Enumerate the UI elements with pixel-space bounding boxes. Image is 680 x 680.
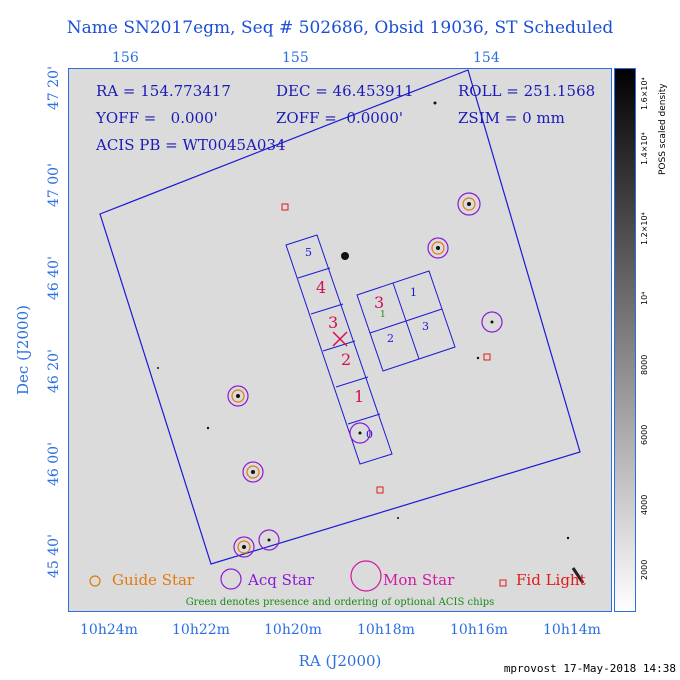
footer-credit: mprovost 17-May-2018 14:38 <box>503 662 676 675</box>
colorbar-frame <box>614 68 636 612</box>
legend-mon-label: Mon Star <box>383 571 455 589</box>
top-tick-154: 154 <box>473 50 500 66</box>
bottom-tick-10h24m: 10h24m <box>80 622 138 638</box>
x-axis-title: RA (J2000) <box>298 652 382 670</box>
top-tick-155: 155 <box>282 50 309 66</box>
colorbar-title: POSS scaled density <box>658 83 668 175</box>
aimpoint-marker <box>332 331 348 347</box>
fov-outline <box>99 69 581 565</box>
legend-acq-label: Acq Star <box>247 571 315 589</box>
optional-chip-order: 1 <box>380 310 386 320</box>
acis-i-array <box>356 270 456 372</box>
sky-image-panel: 3 1 2 3 1 5 4 3 2 1 0 <box>68 68 612 612</box>
legend-guide-icon <box>89 575 101 587</box>
i-chip-label-2: 2 <box>387 332 394 345</box>
optional-chips-note: Green denotes presence and ordering of o… <box>185 597 495 608</box>
top-tick-156: 156 <box>112 50 139 66</box>
legend-mon-icon <box>350 560 382 592</box>
legend-fid-icon <box>499 579 507 587</box>
plot-title: Name SN2017egm, Seq # 502686, Obsid 1903… <box>66 18 614 38</box>
s-chip-label-4: 4 <box>316 278 326 297</box>
colorbar-tick-16000: 1.6×10⁴ <box>640 77 649 110</box>
acis-s-array <box>285 234 393 465</box>
colorbar-tick-2000: 2000 <box>640 559 649 580</box>
bottom-tick-10h14m: 10h14m <box>543 622 601 638</box>
s-chip-label-2: 2 <box>341 350 351 369</box>
panel-frame <box>68 68 612 612</box>
colorbar-tick-8000: 8000 <box>640 354 649 375</box>
legend-fid-label: Fid Light <box>516 571 586 589</box>
i-chip-label-1: 1 <box>410 286 417 299</box>
colorbar-tick-12000: 1.2×10⁴ <box>640 212 649 245</box>
guide-star-cores <box>236 202 494 549</box>
left-tick-4540: 45 40' <box>46 534 62 578</box>
info-roll: ROLL = 251.1568 <box>458 82 595 100</box>
s-chip-label-5: 5 <box>305 246 312 259</box>
bottom-tick-10h20m: 10h20m <box>264 622 322 638</box>
bottom-tick-10h22m: 10h22m <box>172 622 230 638</box>
s-chip-label-1: 1 <box>354 387 364 406</box>
colorbar-tick-6000: 6000 <box>640 424 649 445</box>
info-ra: RA = 154.773417 <box>96 82 231 100</box>
colorbar-tick-10000: 10⁴ <box>640 291 649 305</box>
info-zoff: ZOFF = 0.0000' <box>276 109 403 127</box>
colorbar-tick-4000: 4000 <box>640 494 649 515</box>
left-tick-4720: 47 20' <box>46 66 62 110</box>
y-axis-title: Dec (J2000) <box>14 305 32 395</box>
info-zsim: ZSIM = 0 mm <box>458 109 565 127</box>
legend-guide-label: Guide Star <box>112 571 195 589</box>
fid-lights <box>281 203 491 494</box>
colorbar-tick-14000: 1.4×10⁴ <box>640 132 649 165</box>
info-dec: DEC = 46.453911 <box>276 82 414 100</box>
bottom-tick-10h18m: 10h18m <box>357 622 415 638</box>
field-stars <box>157 101 570 540</box>
left-tick-4640: 46 40' <box>46 256 62 300</box>
s-chip-label-3: 3 <box>328 313 338 332</box>
acq-stars <box>227 192 503 558</box>
left-tick-4700: 47 00' <box>46 163 62 207</box>
info-yoff: YOFF = 0.000' <box>95 109 218 127</box>
left-tick-4600: 46 00' <box>46 442 62 486</box>
colorbar-gradient <box>614 68 636 612</box>
galaxy-streak <box>571 567 585 584</box>
bottom-tick-10h16m: 10h16m <box>450 622 508 638</box>
colorbar <box>614 68 636 612</box>
left-tick-4620: 46 20' <box>46 349 62 393</box>
i-chip-label-3: 3 <box>374 293 384 312</box>
legend-acq-icon <box>220 568 242 590</box>
info-acis-pb: ACIS PB = WT0045A034 <box>95 136 286 154</box>
i-chip-label-0: 3 <box>422 320 429 333</box>
guide-stars <box>231 197 476 554</box>
